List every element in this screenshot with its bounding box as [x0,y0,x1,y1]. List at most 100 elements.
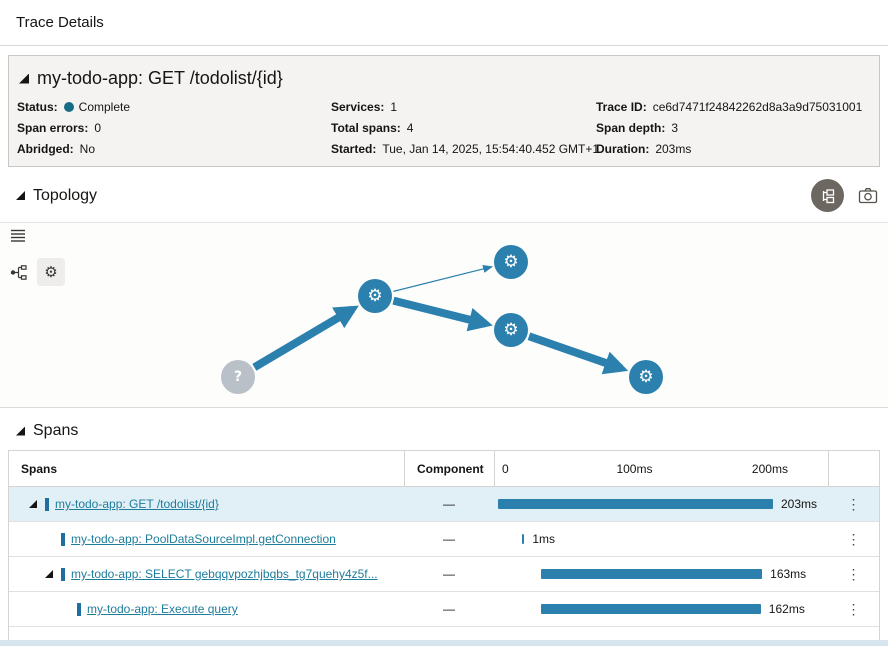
row-expand-icon[interactable] [45,570,53,578]
trace-summary-panel: my-todo-app: GET /todolist/{id} Status: C… [8,55,880,167]
collapse-triangle-icon[interactable] [19,73,29,84]
spans-section-header: Spans [0,408,888,450]
hierarchy-layout-icon [822,188,834,203]
span-duration-label: 162ms [768,602,805,616]
trace-title-row[interactable]: my-todo-app: GET /todolist/{id} [17,64,871,97]
topology-edge [392,296,493,332]
row-actions-menu-button[interactable]: ⋮ [846,530,861,547]
title-divider [0,45,888,46]
meta-column-1: Status: Complete Span errors: 0 Abridged: N… [17,97,331,160]
overview-menu-icon[interactable] [10,229,26,243]
duration-field: Duration: 203ms [596,142,692,156]
page-title: Trace Details [16,14,104,31]
camera-icon [858,188,878,204]
started-field: Started: Tue, Jan 14, 2025, 15:54:40.452 … [331,142,600,156]
snapshot-camera-button[interactable] [858,187,878,204]
topology-canvas[interactable]: ⚙ ? ⚙ ⚙ ⚙ ⚙ [0,222,888,408]
row-expand-icon[interactable] [29,500,37,508]
span-component-value: — [443,602,455,616]
column-header-spans: Spans [21,461,58,476]
spans-collapse-icon[interactable] [16,426,25,436]
span-link[interactable]: my-todo-app: PoolDataSourceImpl.getConne… [71,532,336,546]
service-gear-icon: ⚙ [638,367,653,387]
topology-edge [527,332,629,375]
layout-toggle-button[interactable] [811,179,844,212]
axis-tick-label: 200ms [751,462,788,476]
topology-edge [252,305,359,371]
span-component-value: — [443,497,455,511]
topology-node-service[interactable]: ⚙ [629,360,663,394]
span-duration-label: 1ms [532,532,556,546]
topology-collapse-icon[interactable] [16,191,25,200]
spans-table: Spans Component 0 100ms 200ms my-todo-app:… [8,450,880,641]
span-duration-label: 163ms [770,567,807,581]
topology-graph: ? ⚙ ⚙ ⚙ ⚙ [221,245,663,394]
span-duration-bar[interactable] [541,604,761,614]
meta-column-2: Services: 1 Total spans: 4 Started: Tue, Ja… [331,97,600,160]
status-field: Status: Complete [17,100,131,114]
trace-title: my-todo-app: GET /todolist/{id} [37,68,283,88]
meta-column-3: Trace ID: ce6d7471f24842262d8a3a9d7503100… [596,97,871,160]
span-link[interactable]: my-todo-app: GET /todolist/{id} [55,497,219,511]
abridged-value: No [79,142,96,156]
span-table-row[interactable]: my-todo-app: GET /todolist/{id} — 203ms ⋮ [9,487,879,522]
span-link[interactable]: my-todo-app: SELECT gebqqvpozhjbqbs_tg7q… [71,567,378,581]
span-type-icon [61,567,65,581]
span-component-value: — [443,567,455,581]
spans-table-footer [9,627,879,640]
topology-node-unknown[interactable]: ? [221,360,255,394]
topology-toolbar: ⚙ [10,229,65,286]
column-header-component: Component [404,451,494,486]
span-duration-label: 203ms [781,497,818,511]
span-errors-field: Span errors: 0 [17,121,102,135]
bottom-scroll-strip[interactable] [0,640,888,646]
spans-section: Spans Spans Component 0 100ms 200ms my-tod… [0,408,888,641]
span-type-icon [61,532,65,546]
services-field: Services: 1 [331,100,398,114]
duration-value: 203ms [655,142,692,156]
topology-edge [393,265,494,292]
timeline-axis: 0 100ms 200ms [494,451,828,486]
span-depth-field: Span depth: 3 [596,121,679,135]
unknown-question-icon: ? [234,369,242,385]
axis-tick-label: 100ms [616,462,653,476]
topology-node-service[interactable]: ⚙ [494,313,528,347]
span-duration-bar[interactable] [498,499,773,509]
trace-id-field: Trace ID: ce6d7471f24842262d8a3a9d7503100… [596,100,863,114]
topology-section-header: Topology [0,167,888,222]
service-gear-icon: ⚙ [503,320,518,340]
row-actions-menu-button[interactable]: ⋮ [846,600,861,617]
spans-table-body: my-todo-app: GET /todolist/{id} —203ms ⋮ my… [9,487,879,627]
span-type-icon [45,497,49,511]
services-value: 1 [390,100,398,114]
started-value: Tue, Jan 14, 2025, 15:54:40.452 GMT+1 [382,142,600,156]
status-complete-dot-icon [63,102,74,112]
topology-section: Topology [0,167,888,408]
trace-metadata: Status: Complete Span errors: 0 Abridged: N… [17,97,871,160]
span-duration-bar[interactable] [522,534,525,544]
topology-settings-button[interactable]: ⚙ [37,258,65,286]
row-actions-menu-button[interactable]: ⋮ [846,565,861,582]
span-table-row[interactable]: my-todo-app: PoolDataSourceImpl.getConne… [9,522,879,557]
topology-actions [811,179,880,212]
span-table-row[interactable]: my-todo-app: Execute query — 162ms ⋮ [9,592,879,627]
spans-table-header: Spans Component 0 100ms 200ms [9,451,879,487]
row-actions-menu-button[interactable]: ⋮ [846,495,861,512]
span-errors-value: 0 [94,121,102,135]
total-spans-value: 4 [406,121,414,135]
topology-node-service[interactable]: ⚙ [358,279,392,313]
abridged-field: Abridged: No [17,142,96,156]
span-type-icon [77,602,81,616]
tree-layout-icon[interactable] [10,263,29,282]
trace-id-value: ce6d7471f24842262d8a3a9d75031001 [652,100,863,114]
axis-tick-label: 0 [502,462,509,476]
total-spans-field: Total spans: 4 [331,121,414,135]
span-link[interactable]: my-todo-app: Execute query [87,602,238,616]
service-gear-icon: ⚙ [503,252,518,272]
gear-icon: ⚙ [44,264,58,281]
span-table-row[interactable]: my-todo-app: SELECT gebqqvpozhjbqbs_tg7q… [9,557,879,592]
topology-node-service[interactable]: ⚙ [494,245,528,279]
span-duration-bar[interactable] [541,569,763,579]
column-header-menu [828,451,879,486]
